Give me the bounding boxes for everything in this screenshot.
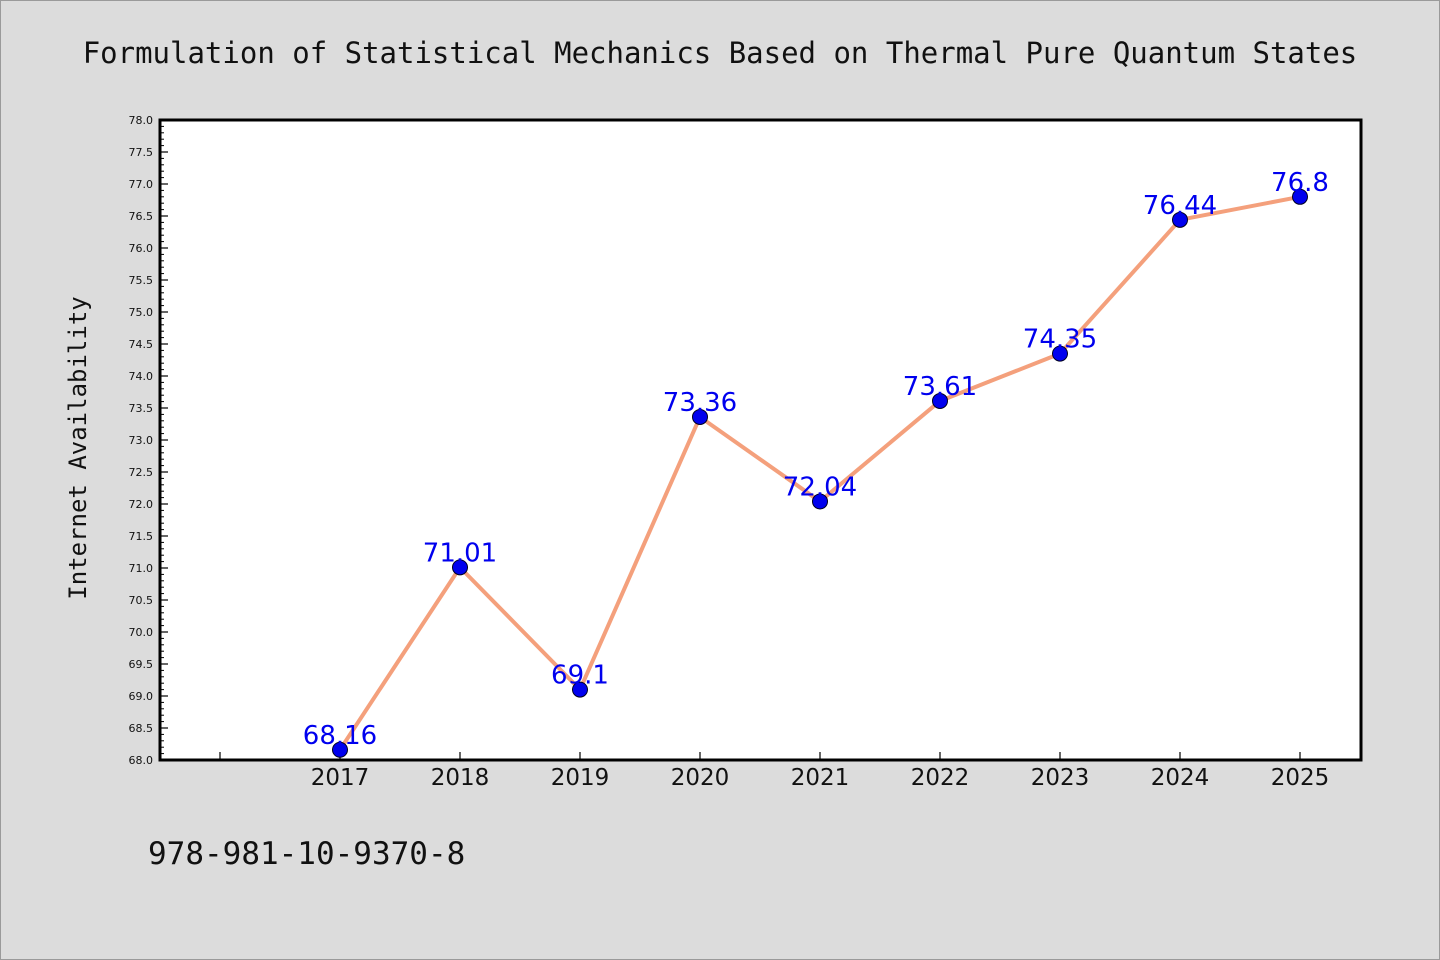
x-tick-label: 2017 <box>311 765 370 791</box>
y-tick-label: 69.5 <box>129 658 154 671</box>
data-label: 73.61 <box>903 372 977 402</box>
y-tick-label: 70.0 <box>129 626 154 639</box>
y-tick-label: 73.0 <box>129 434 154 447</box>
y-tick-label: 68.5 <box>129 722 154 735</box>
data-point <box>1052 345 1068 362</box>
data-label: 76.8 <box>1271 168 1329 198</box>
series-internet-availability: 68.16 71.01 69.1 73.36 72.04 73.61 74.35 76.44 7… <box>303 168 1329 758</box>
data-point <box>452 559 468 576</box>
data-point <box>332 741 348 758</box>
data-label: 68.16 <box>303 721 377 751</box>
y-axis-label: Internet Availability <box>64 296 92 599</box>
x-tick-label: 2022 <box>911 765 970 791</box>
x-tick-label: 2019 <box>551 765 610 791</box>
data-point <box>692 408 708 425</box>
y-tick-label: 69.0 <box>129 690 154 703</box>
data-label: 73.36 <box>663 388 737 418</box>
y-tick-label: 76.0 <box>129 242 154 255</box>
y-tick-label: 73.5 <box>129 402 154 415</box>
y-tick-label: 72.0 <box>129 498 154 511</box>
data-label: 72.04 <box>783 472 857 502</box>
x-tick-label: 2018 <box>431 765 490 791</box>
y-tick-label: 78.0 <box>129 114 154 127</box>
y-tick-label: 70.5 <box>129 594 154 607</box>
y-tick-label: 74.0 <box>129 370 154 383</box>
y-axis: 68.0 68.5 69.0 69.5 70.0 70.5 71.0 71.5 72.0 72.5… <box>129 114 168 767</box>
data-label: 74.35 <box>1023 325 1097 355</box>
y-tick-label: 71.0 <box>129 562 154 575</box>
chart-title: Formulation of Statistical Mechanics Bas… <box>83 36 1358 70</box>
data-label: 69.1 <box>551 661 609 691</box>
data-label: 76.44 <box>1143 191 1217 221</box>
x-tick-label: 2021 <box>791 765 850 791</box>
y-tick-label: 75.0 <box>129 306 154 319</box>
y-tick-label: 74.5 <box>129 338 154 351</box>
x-axis: 2017 2018 2019 2020 2021 2022 2023 2024 2025 <box>219 752 1330 791</box>
data-point <box>812 493 828 510</box>
y-tick-label: 76.5 <box>129 210 154 223</box>
x-tick-label: 2024 <box>1151 765 1210 791</box>
plot-area <box>158 118 1363 762</box>
data-label: 71.01 <box>423 538 497 568</box>
x-tick-label: 2023 <box>1031 765 1090 791</box>
x-tick-label: 2025 <box>1271 765 1330 791</box>
data-point <box>932 392 948 409</box>
y-tick-label: 75.5 <box>129 274 154 287</box>
footer-isbn: 978-981-10-9370-8 <box>148 836 465 872</box>
x-tick-label: 2020 <box>671 765 730 791</box>
y-tick-label: 72.5 <box>129 466 154 479</box>
data-point <box>1172 211 1188 228</box>
y-tick-label: 77.5 <box>129 146 154 159</box>
data-point <box>572 681 588 698</box>
y-tick-label: 77.0 <box>129 178 154 191</box>
y-tick-label: 68.0 <box>129 754 154 767</box>
y-tick-label: 71.5 <box>129 530 154 543</box>
data-point <box>1292 188 1308 205</box>
